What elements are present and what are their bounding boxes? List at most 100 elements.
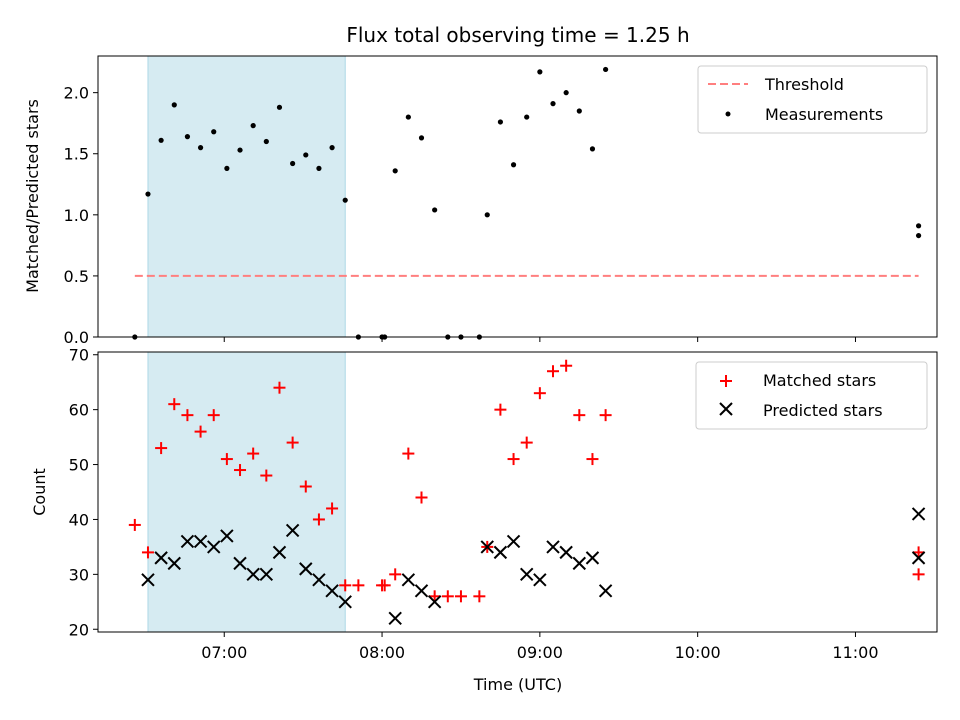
top-y-ticks: 0.0 0.5 1.0 1.5 2.0 [64,84,98,347]
predicted-star-point-25 [546,540,560,554]
top-panel: 0.00.51.01.52.0 Matched/Predicted stars … [23,55,938,347]
predicted-star-point-15 [338,595,352,609]
matched-star-point-22 [415,491,428,504]
matched-star-point-15 [326,502,339,515]
matched-star-point-30 [520,436,533,449]
measurement-point-22 [418,135,425,141]
top-y-tick-label-1: 0.5 [64,267,89,286]
measurement-point-31 [537,69,543,75]
bottom-series-points [128,359,926,625]
predicted-star-point-10 [272,545,287,560]
bottom-legend-box [695,361,928,430]
top-y-tick-label-2: 1.0 [64,206,89,225]
top-y-tick-label-3: 1.5 [64,145,89,164]
predicted-star-point-30 [911,507,926,521]
predicted-star-point-16 [388,611,402,625]
measurement-point-1 [145,191,151,197]
predicted-star-point-6 [220,529,234,543]
bottom-y-tick-label-3: 50 [69,456,89,475]
measurement-point-12 [290,160,296,167]
top-y-tick-label-4: 2.0 [64,84,89,103]
matched-star-point-5 [194,425,207,438]
predicted-star-point-26 [559,545,573,560]
x-tick-label-2: 09:00 [517,643,563,662]
top-axes-frame [97,55,938,338]
matched-star-point-6 [207,409,220,422]
bottom-y-tick-label-2: 40 [69,510,89,529]
top-x-ticks [223,337,856,342]
measurement-point-23 [432,207,438,213]
predicted-star-point-28 [585,551,600,565]
measurement-point-2 [158,137,164,143]
matched-star-point-9 [247,447,260,460]
top-legend: Threshold Measurements [697,65,928,134]
bottom-y-tick-label-5: 70 [69,346,89,365]
top-shaded-span [147,55,346,338]
matched-star-point-37 [912,546,925,559]
measurement-point-10 [263,138,269,145]
measurements-legend-label: Measurements [765,105,883,124]
measurement-point-30 [524,114,530,120]
top-legend-box [697,65,928,134]
predicted-star-point-20 [480,540,494,554]
matched-star-point-11 [273,381,286,394]
x-tick-label-0: 07:00 [201,643,247,662]
matched-star-point-2 [155,442,168,455]
measurement-point-5 [197,145,204,151]
predicted-star-point-0 [141,573,155,587]
predicted-star-point-3 [180,534,195,549]
measurement-point-38 [915,223,922,229]
figure-title: Flux total observing time = 1.25 h [346,23,689,47]
bottom-shaded-span [147,351,346,633]
measurement-point-11 [276,104,283,110]
x-axis-label: Time (UTC) [473,675,562,694]
predicted-star-point-24 [533,573,547,587]
predicted-star-point-1 [154,551,168,565]
predicted-star-point-31 [911,551,926,565]
matched-star-point-25 [454,590,467,603]
measurement-point-20 [392,168,398,174]
predicted-star-point-29 [598,584,613,598]
bottom-y-axis-label: Count [30,468,49,516]
x-tick-label-1: 08:00 [359,643,405,662]
bottom-legend: Matched stars Predicted stars [695,361,928,430]
bottom-y-tick-label-0: 20 [69,620,89,639]
predicted-star-point-19 [427,595,442,609]
measurement-point-4 [184,134,191,140]
measurement-point-15 [329,145,335,151]
predicted-star-point-11 [285,523,300,538]
matched-star-point-26 [473,590,486,603]
matched-star-point-29 [507,453,520,466]
matched-star-point-10 [260,469,273,482]
predicted-star-point-7 [233,556,247,571]
matched-star-point-28 [494,403,507,416]
measurement-point-33 [563,90,569,96]
measurement-point-37 [915,232,922,239]
bottom-y-tick-label-4: 60 [69,401,89,420]
measurements-legend-swatch [725,111,731,117]
matched-star-point-33 [560,359,573,372]
matched-star-point-3 [168,398,181,411]
matched-star-point-38 [912,568,925,581]
predicted-star-point-9 [259,567,274,582]
predicted-star-point-21 [493,545,508,560]
measurement-point-29 [510,162,517,168]
bottom-y-ticks: 20 30 40 50 60 70 [69,346,98,639]
predicted-star-point-22 [506,534,521,549]
predicted-star-point-14 [325,584,339,598]
matched-star-point-36 [599,409,612,422]
top-y-axis-label: Matched/Predicted stars [23,99,42,293]
matched-star-point-32 [547,365,560,378]
matched-star-point-23 [428,590,441,603]
matched-star-point-12 [286,436,299,449]
predicted-star-point-23 [519,567,534,582]
matched-star-point-35 [586,453,599,466]
predicted-star-point-2 [167,556,181,571]
measurement-point-14 [316,165,322,171]
measurement-point-32 [550,101,556,107]
predicted-star-point-12 [299,562,313,576]
measurement-point-7 [224,165,230,171]
measurement-point-28 [497,119,504,125]
matched-star-point-0 [128,518,141,531]
matched-star-point-19 [378,579,391,592]
